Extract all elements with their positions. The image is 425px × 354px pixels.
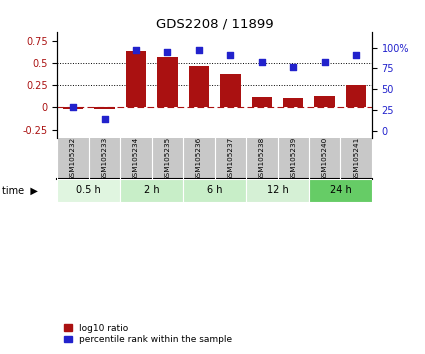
Bar (246, 179, 309, 202)
Text: GSM105239: GSM105239 (290, 137, 296, 181)
Bar (157, 57, 178, 107)
Bar (183, 179, 246, 202)
Text: GSM105240: GSM105240 (322, 137, 328, 181)
Bar (252, 97, 272, 107)
Text: GSM105236: GSM105236 (196, 137, 202, 181)
Text: GSM105235: GSM105235 (164, 137, 170, 181)
Point (258, 59, 265, 64)
Bar (63, 107, 83, 109)
Text: GSM105241: GSM105241 (353, 137, 359, 181)
Bar (309, 179, 372, 202)
Point (164, 49, 171, 55)
Bar (57, 179, 120, 202)
Text: 12 h: 12 h (266, 185, 289, 195)
Bar (314, 96, 335, 107)
Bar (220, 74, 241, 107)
Text: GSM105234: GSM105234 (133, 137, 139, 181)
Point (196, 47, 202, 53)
Point (70, 104, 76, 110)
Bar (94, 107, 115, 109)
Text: GSM105237: GSM105237 (227, 137, 233, 181)
Bar (346, 85, 366, 107)
Text: 2 h: 2 h (144, 185, 159, 195)
Title: GDS2208 / 11899: GDS2208 / 11899 (156, 18, 273, 31)
Text: GSM105232: GSM105232 (70, 137, 76, 181)
Text: 6 h: 6 h (207, 185, 222, 195)
Text: GSM105238: GSM105238 (259, 137, 265, 181)
Point (353, 52, 360, 58)
Bar (283, 98, 303, 107)
Bar (189, 67, 209, 107)
Text: time  ▶: time ▶ (3, 185, 38, 195)
Point (133, 47, 139, 53)
Point (290, 64, 297, 70)
Text: GSM105233: GSM105233 (102, 137, 108, 181)
Point (101, 116, 108, 122)
Bar (126, 51, 146, 107)
Text: 24 h: 24 h (329, 185, 351, 195)
Legend: log10 ratio, percentile rank within the sample: log10 ratio, percentile rank within the … (62, 322, 234, 346)
Point (321, 59, 328, 64)
Text: 0.5 h: 0.5 h (76, 185, 101, 195)
Bar (120, 179, 183, 202)
Point (227, 52, 234, 58)
